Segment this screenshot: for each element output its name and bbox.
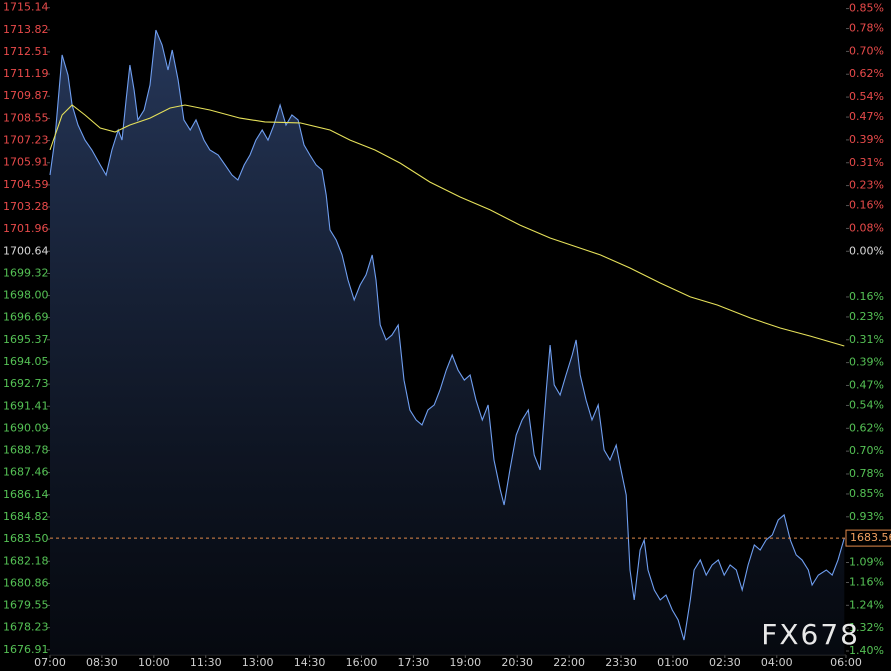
y2-tick-label: 0.47% [849,378,884,391]
y-tick-label: 1694.05 [3,355,49,368]
y2-tick-label: 1.09% [849,555,884,568]
x-tick-label: 04:00 [761,656,793,669]
y-tick-label: 1688.78 [3,443,49,456]
y2-tick-label: 1.24% [849,598,884,611]
y2-tick-label: 0.16% [849,199,884,212]
y2-tick-label: 0.78% [849,22,884,35]
y-tick-label: 1684.82 [3,510,49,523]
y2-tick-label: 0.62% [849,67,884,80]
y2-tick-label: 0.85% [849,487,884,500]
y-tick-label: 1704.59 [3,178,49,191]
x-tick-label: 23:30 [605,656,637,669]
y2-tick-label: 0.23% [849,310,884,323]
watermark: FX678 [761,618,860,651]
y-tick-label: 1708.55 [3,111,49,124]
y-tick-label: 1682.18 [3,554,49,567]
y-tick-label: 1709.87 [3,89,49,102]
x-tick-label: 11:30 [190,656,222,669]
y2-tick-label: 0.47% [849,110,884,123]
y2-tick-label: 0.54% [849,398,884,411]
series-line [49,104,845,347]
x-tick-label: 07:00 [34,656,66,669]
y2-tick-label: 0.70% [849,44,884,57]
y2-tick-label: 0.62% [849,421,884,434]
y-tick-label: 1690.09 [3,421,49,434]
x-tick-label: 22:00 [553,656,585,669]
x-tick-label: 16:00 [346,656,378,669]
x-tick-label: 19:00 [449,656,481,669]
y2-tick-label: 0.54% [849,90,884,103]
x-tick-label: 06:00 [830,656,862,669]
y-tick-label: 1696.69 [3,311,49,324]
y-tick-label: 1715.14 [3,1,49,14]
last-price-label: 1683.56 [850,531,891,544]
y-tick-label: 1698.00 [3,289,49,302]
y-tick-label: 1699.32 [3,266,49,279]
y2-tick-label: 0.85% [849,2,884,15]
y-tick-label: 1692.73 [3,377,49,390]
y2-tick-label: 0.16% [849,290,884,303]
y-tick-label: 1676.91 [3,643,49,656]
y2-tick-label: 0.00% [849,244,884,257]
y2-tick-label: 0.93% [849,510,884,523]
series-line [49,29,845,641]
x-tick-label: 14:30 [294,656,326,669]
y-tick-label: 1678.23 [3,621,49,634]
y2-tick-label: 0.70% [849,444,884,457]
x-tick-label: 10:00 [138,656,170,669]
y-tick-label: 1695.37 [3,333,49,346]
y2-tick-label: 0.39% [849,356,884,369]
y-tick-label: 1712.51 [3,45,49,58]
x-tick-label: 02:30 [709,656,741,669]
y2-tick-label: 1.40% [849,644,884,657]
y-tick-label: 1686.14 [3,488,49,501]
y2-tick-label: 0.78% [849,467,884,480]
y-tick-label: 1711.19 [3,67,49,80]
y-tick-label: 1687.46 [3,466,49,479]
y-tick-label: 1679.55 [3,598,49,611]
y2-tick-label: 0.39% [849,133,884,146]
y2-tick-label: 0.23% [849,179,884,192]
x-tick-label: 20:30 [501,656,533,669]
y2-tick-label: 0.08% [849,221,884,234]
area [50,30,845,656]
y-tick-label: 1713.82 [3,23,49,36]
x-tick-label: 08:30 [86,656,118,669]
y2-tick-label: 0.31% [849,333,884,346]
y-tick-label: 1705.91 [3,156,49,169]
last-price-box [845,529,891,547]
x-tick-label: 01:00 [657,656,689,669]
y-tick-label: 1683.50 [3,532,49,545]
y-tick-label: 1707.23 [3,134,49,147]
y-tick-label: 1701.96 [3,222,49,235]
y-tick-label: 1703.28 [3,200,49,213]
x-tick-label: 17:30 [398,656,430,669]
y-tick-label: 1700.64 [3,244,49,257]
y2-tick-label: 1.16% [849,575,884,588]
y2-tick-label: 0.31% [849,156,884,169]
y-tick-label: 1680.86 [3,576,49,589]
y2-tick-label: 1.32% [849,621,884,634]
x-tick-label: 13:00 [242,656,274,669]
y-tick-label: 1691.41 [3,399,49,412]
